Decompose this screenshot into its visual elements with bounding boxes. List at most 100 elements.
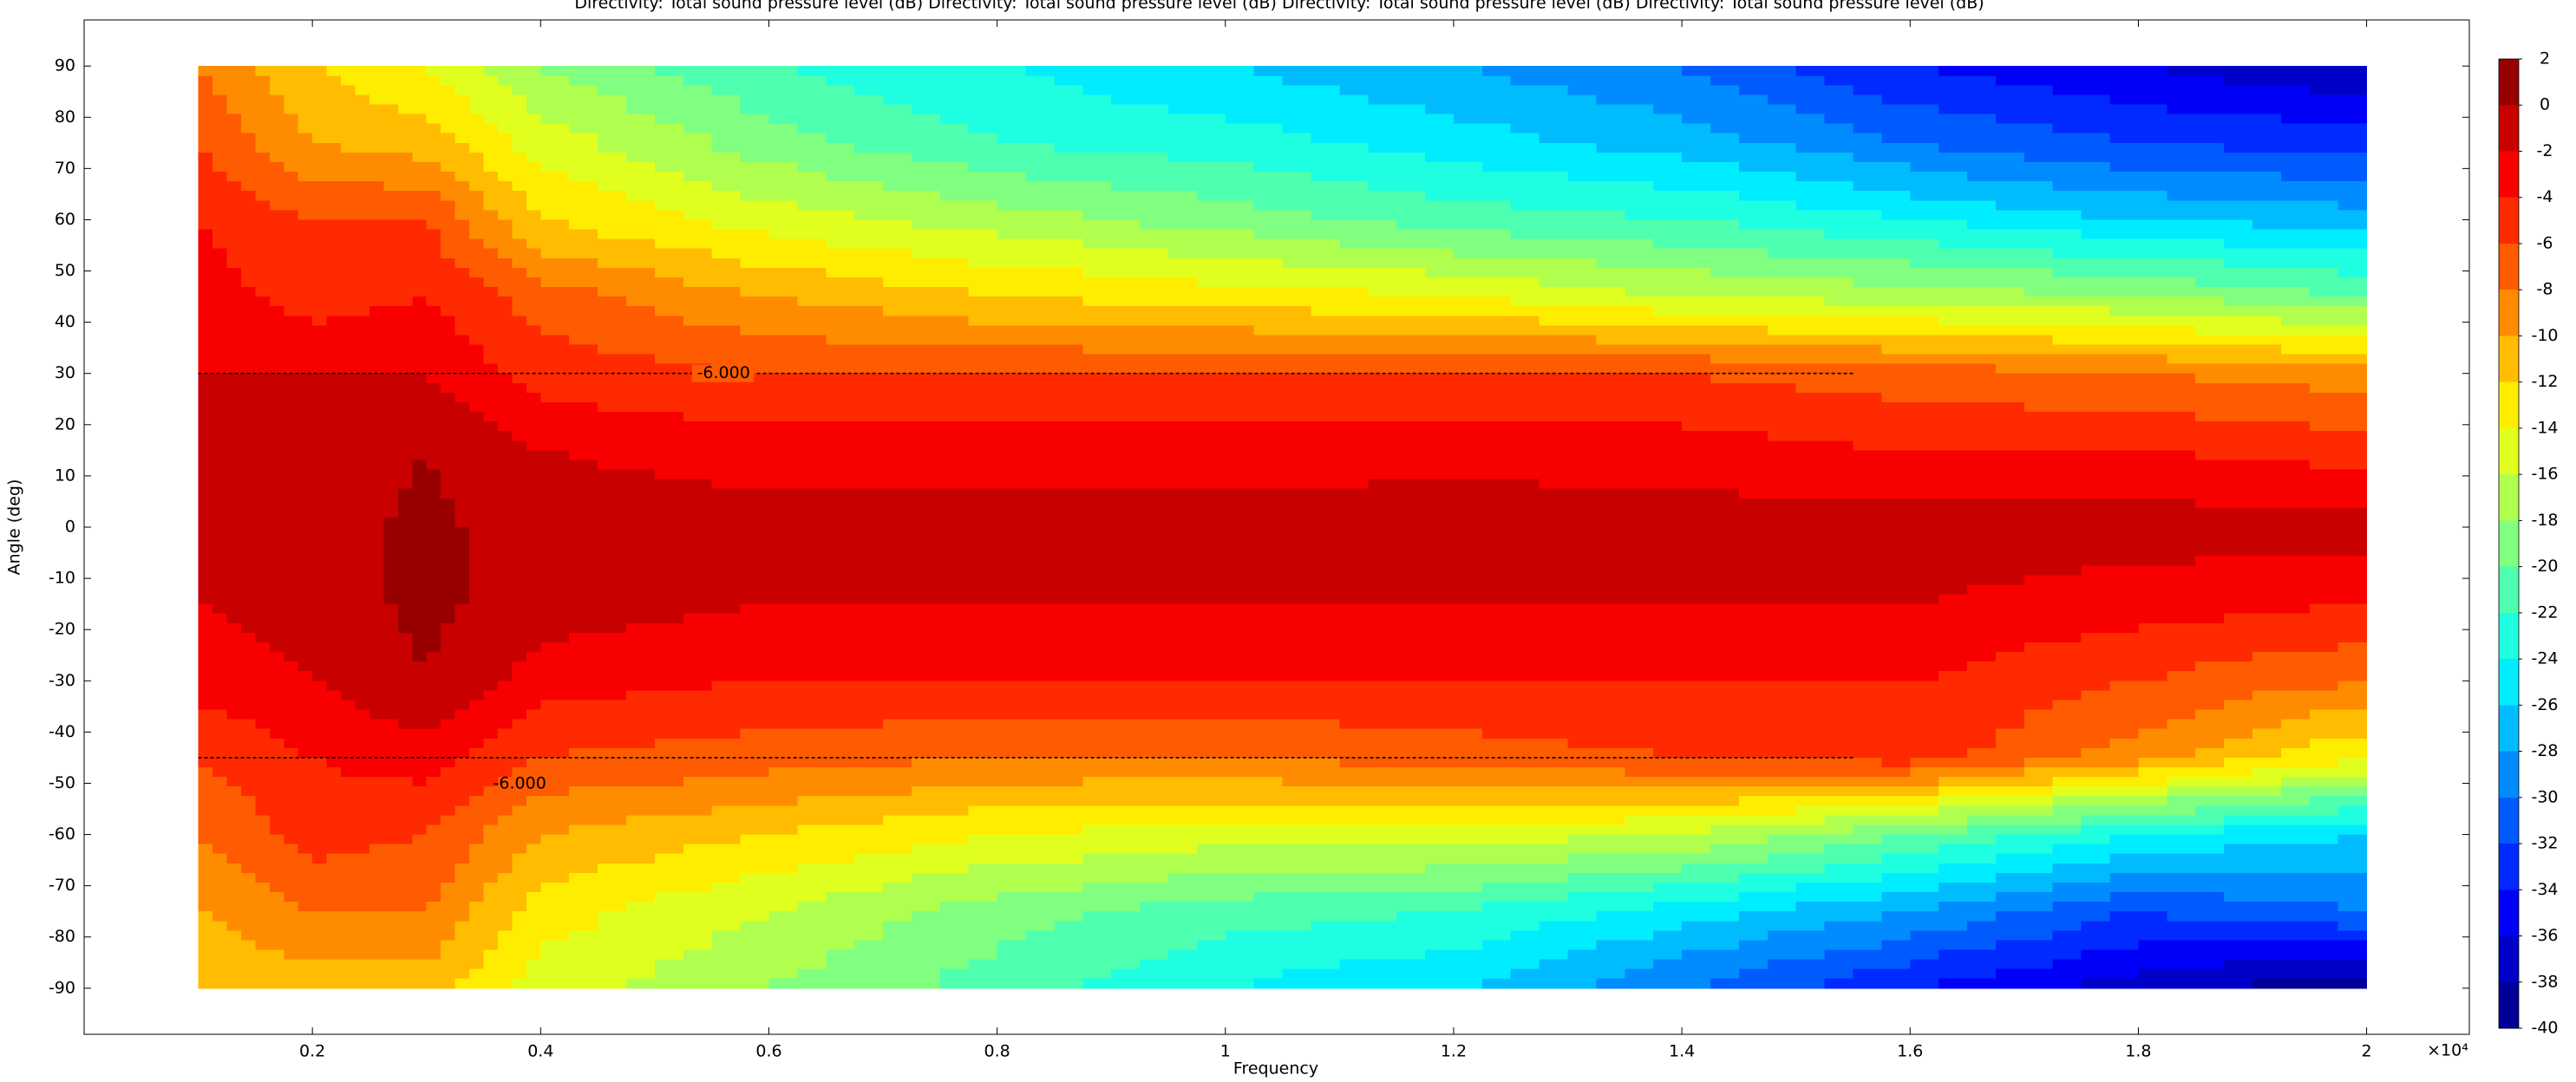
contour-cell [1510,181,1540,192]
contour-cell [369,114,384,125]
contour-cell [1054,344,1083,355]
contour-cell [911,297,941,307]
contour-cell [454,498,470,509]
contour-cell [2052,517,2082,528]
contour-cell [1082,75,1112,86]
contour-cell [626,354,656,365]
contour-cell [997,277,1027,288]
contour-cell [1425,382,1455,394]
contour-cell [255,671,271,681]
contour-cell [1881,363,1911,375]
contour-cell [297,114,313,125]
contour-cell [1339,479,1369,490]
contour-cell [1168,556,1198,566]
contour-cell [540,431,570,441]
contour-cell [797,114,827,125]
contour-cell [1225,412,1255,422]
contour-cell [2280,123,2311,134]
contour-cell [512,306,527,316]
contour-cell [269,527,284,538]
contour-cell [854,546,884,557]
contour-cell [598,200,627,211]
contour-cell [1225,267,1255,278]
contour-cell [1111,123,1141,134]
contour-cell [312,421,328,432]
contour-cell [212,652,228,662]
contour-cell [1082,229,1112,240]
contour-cell [1824,316,1854,326]
contour-cell [1111,479,1141,490]
contour-cell [469,498,485,509]
contour-cell [2195,104,2225,115]
contour-cell [740,142,770,153]
contour-cell [883,431,912,441]
contour-cell [540,316,570,326]
contour-cell [469,421,485,432]
contour-cell [2280,479,2311,490]
contour-cell [1282,277,1312,288]
contour-cell [2337,297,2368,307]
contour-cell [1282,594,1312,605]
contour-cell [1510,507,1540,518]
contour-cell [1368,219,1397,231]
contour-cell [483,373,499,384]
contour-cell [1738,123,1769,134]
contour-cell [1539,297,1569,307]
contour-cell [2138,123,2167,134]
contour-cell [2052,219,2082,231]
contour-cell [297,671,313,681]
contour-cell [269,401,284,413]
contour-cell [1196,335,1226,346]
contour-cell [1853,200,1882,211]
contour-cell [1767,142,1797,153]
contour-cell [1567,565,1598,576]
contour-cell [2252,412,2282,422]
contour-cell [1510,546,1540,557]
contour-cell [1539,565,1569,576]
contour-cell [469,316,485,326]
contour-cell [1767,114,1797,125]
contour-cell [1253,460,1284,471]
contour-cell [312,152,328,163]
contour-cell [284,479,299,490]
contour-cell [497,392,513,403]
contour-cell [598,114,627,125]
contour-cell [1881,172,1911,182]
contour-cell [326,210,342,221]
contour-cell [598,123,627,134]
contour-cell [968,316,998,326]
contour-cell [1311,575,1340,586]
contour-cell [2309,498,2339,509]
contour-cell [1567,431,1598,441]
contour-cell [255,133,271,144]
x-exponent-label: ×10⁴ [2427,1041,2468,1060]
contour-cell [383,123,399,134]
contour-cell [683,401,713,413]
contour-cell [2081,594,2111,605]
contour-cell [2081,488,2111,499]
contour-cell [1682,191,1711,201]
contour-cell [341,238,356,250]
contour-cell [383,469,399,480]
contour-cell [1767,565,1797,576]
contour-cell [512,75,527,86]
contour-cell [2109,546,2140,557]
contour-cell [1481,469,1512,480]
contour-cell [212,603,228,615]
contour-cell [226,671,242,681]
contour-cell [2109,344,2140,355]
contour-cell [1539,66,1569,76]
contour-cell [1282,507,1312,518]
contour-cell [1539,85,1569,96]
contour-cell [2337,382,2368,394]
contour-cell [383,363,399,375]
contour-cell [284,152,299,163]
contour-cell [2052,267,2082,278]
contour-cell [2138,152,2167,163]
contour-cell [1795,104,1826,115]
contour-cell [2024,412,2054,422]
contour-cell [1196,412,1226,422]
contour-cell [355,546,370,557]
contour-cell [711,267,742,278]
contour-cell [255,575,271,586]
